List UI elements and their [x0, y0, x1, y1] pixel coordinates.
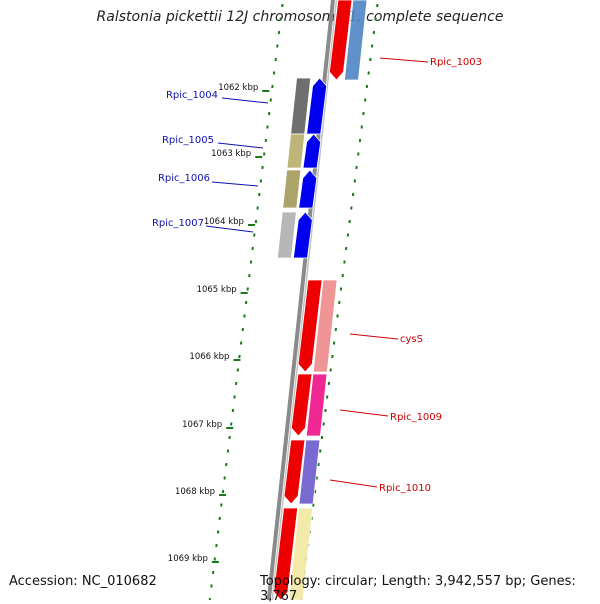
gene-label-forward-leader: [218, 143, 263, 148]
gene-label-reverse-group: Rpic_1010: [330, 480, 431, 494]
kbp-tick-label: 1063 kbp: [211, 149, 251, 159]
gene-arrow-forward: [303, 134, 321, 168]
kbp-tick-label: 1067 kbp: [182, 420, 222, 430]
gene-label-forward: Rpic_1004: [166, 90, 218, 101]
gene-label-reverse-leader: [330, 480, 377, 487]
kbp-tick-label: 1068 kbp: [175, 487, 215, 497]
gene-cog-block: [287, 134, 305, 168]
gene-label-forward-leader: [222, 98, 268, 103]
gene-label-reverse-group: Rpic_1009: [340, 410, 442, 423]
gene-label-forward: Rpic_1007: [152, 218, 204, 229]
gene-label-forward-group: Rpic_1005: [162, 135, 263, 148]
kbp-tick-label: 1064 kbp: [204, 217, 244, 227]
accession-label: Accession: NC_010682: [9, 574, 157, 589]
gene-cog-block: [283, 170, 301, 208]
gene-label-forward: Rpic_1006: [158, 173, 210, 184]
gene-label-reverse-leader: [350, 334, 398, 339]
gene-label-reverse: cysS: [400, 334, 423, 345]
gene-label-reverse: Rpic_1003: [430, 57, 482, 68]
kbp-tick-label: 1066 kbp: [189, 352, 229, 362]
gene-label-reverse: Rpic_1009: [390, 412, 442, 423]
gene-label-reverse-leader: [380, 58, 428, 62]
kbp-tick-label: 1062 kbp: [218, 83, 258, 93]
gene-label-reverse-leader: [340, 410, 388, 416]
gene-label-reverse-group: cysS: [350, 334, 423, 345]
gene-label-forward-leader: [212, 182, 258, 186]
kbp-tick-label: 1069 kbp: [168, 554, 208, 564]
gene-cog-block: [277, 212, 296, 258]
gene-label-reverse-group: Rpic_1003: [380, 57, 482, 68]
kbp-tick-label: 1065 kbp: [197, 285, 237, 295]
gene-label-reverse: Rpic_1010: [379, 483, 431, 494]
gene-label-forward: Rpic_1005: [162, 135, 214, 146]
gene-label-forward-group: Rpic_1006: [158, 173, 258, 186]
